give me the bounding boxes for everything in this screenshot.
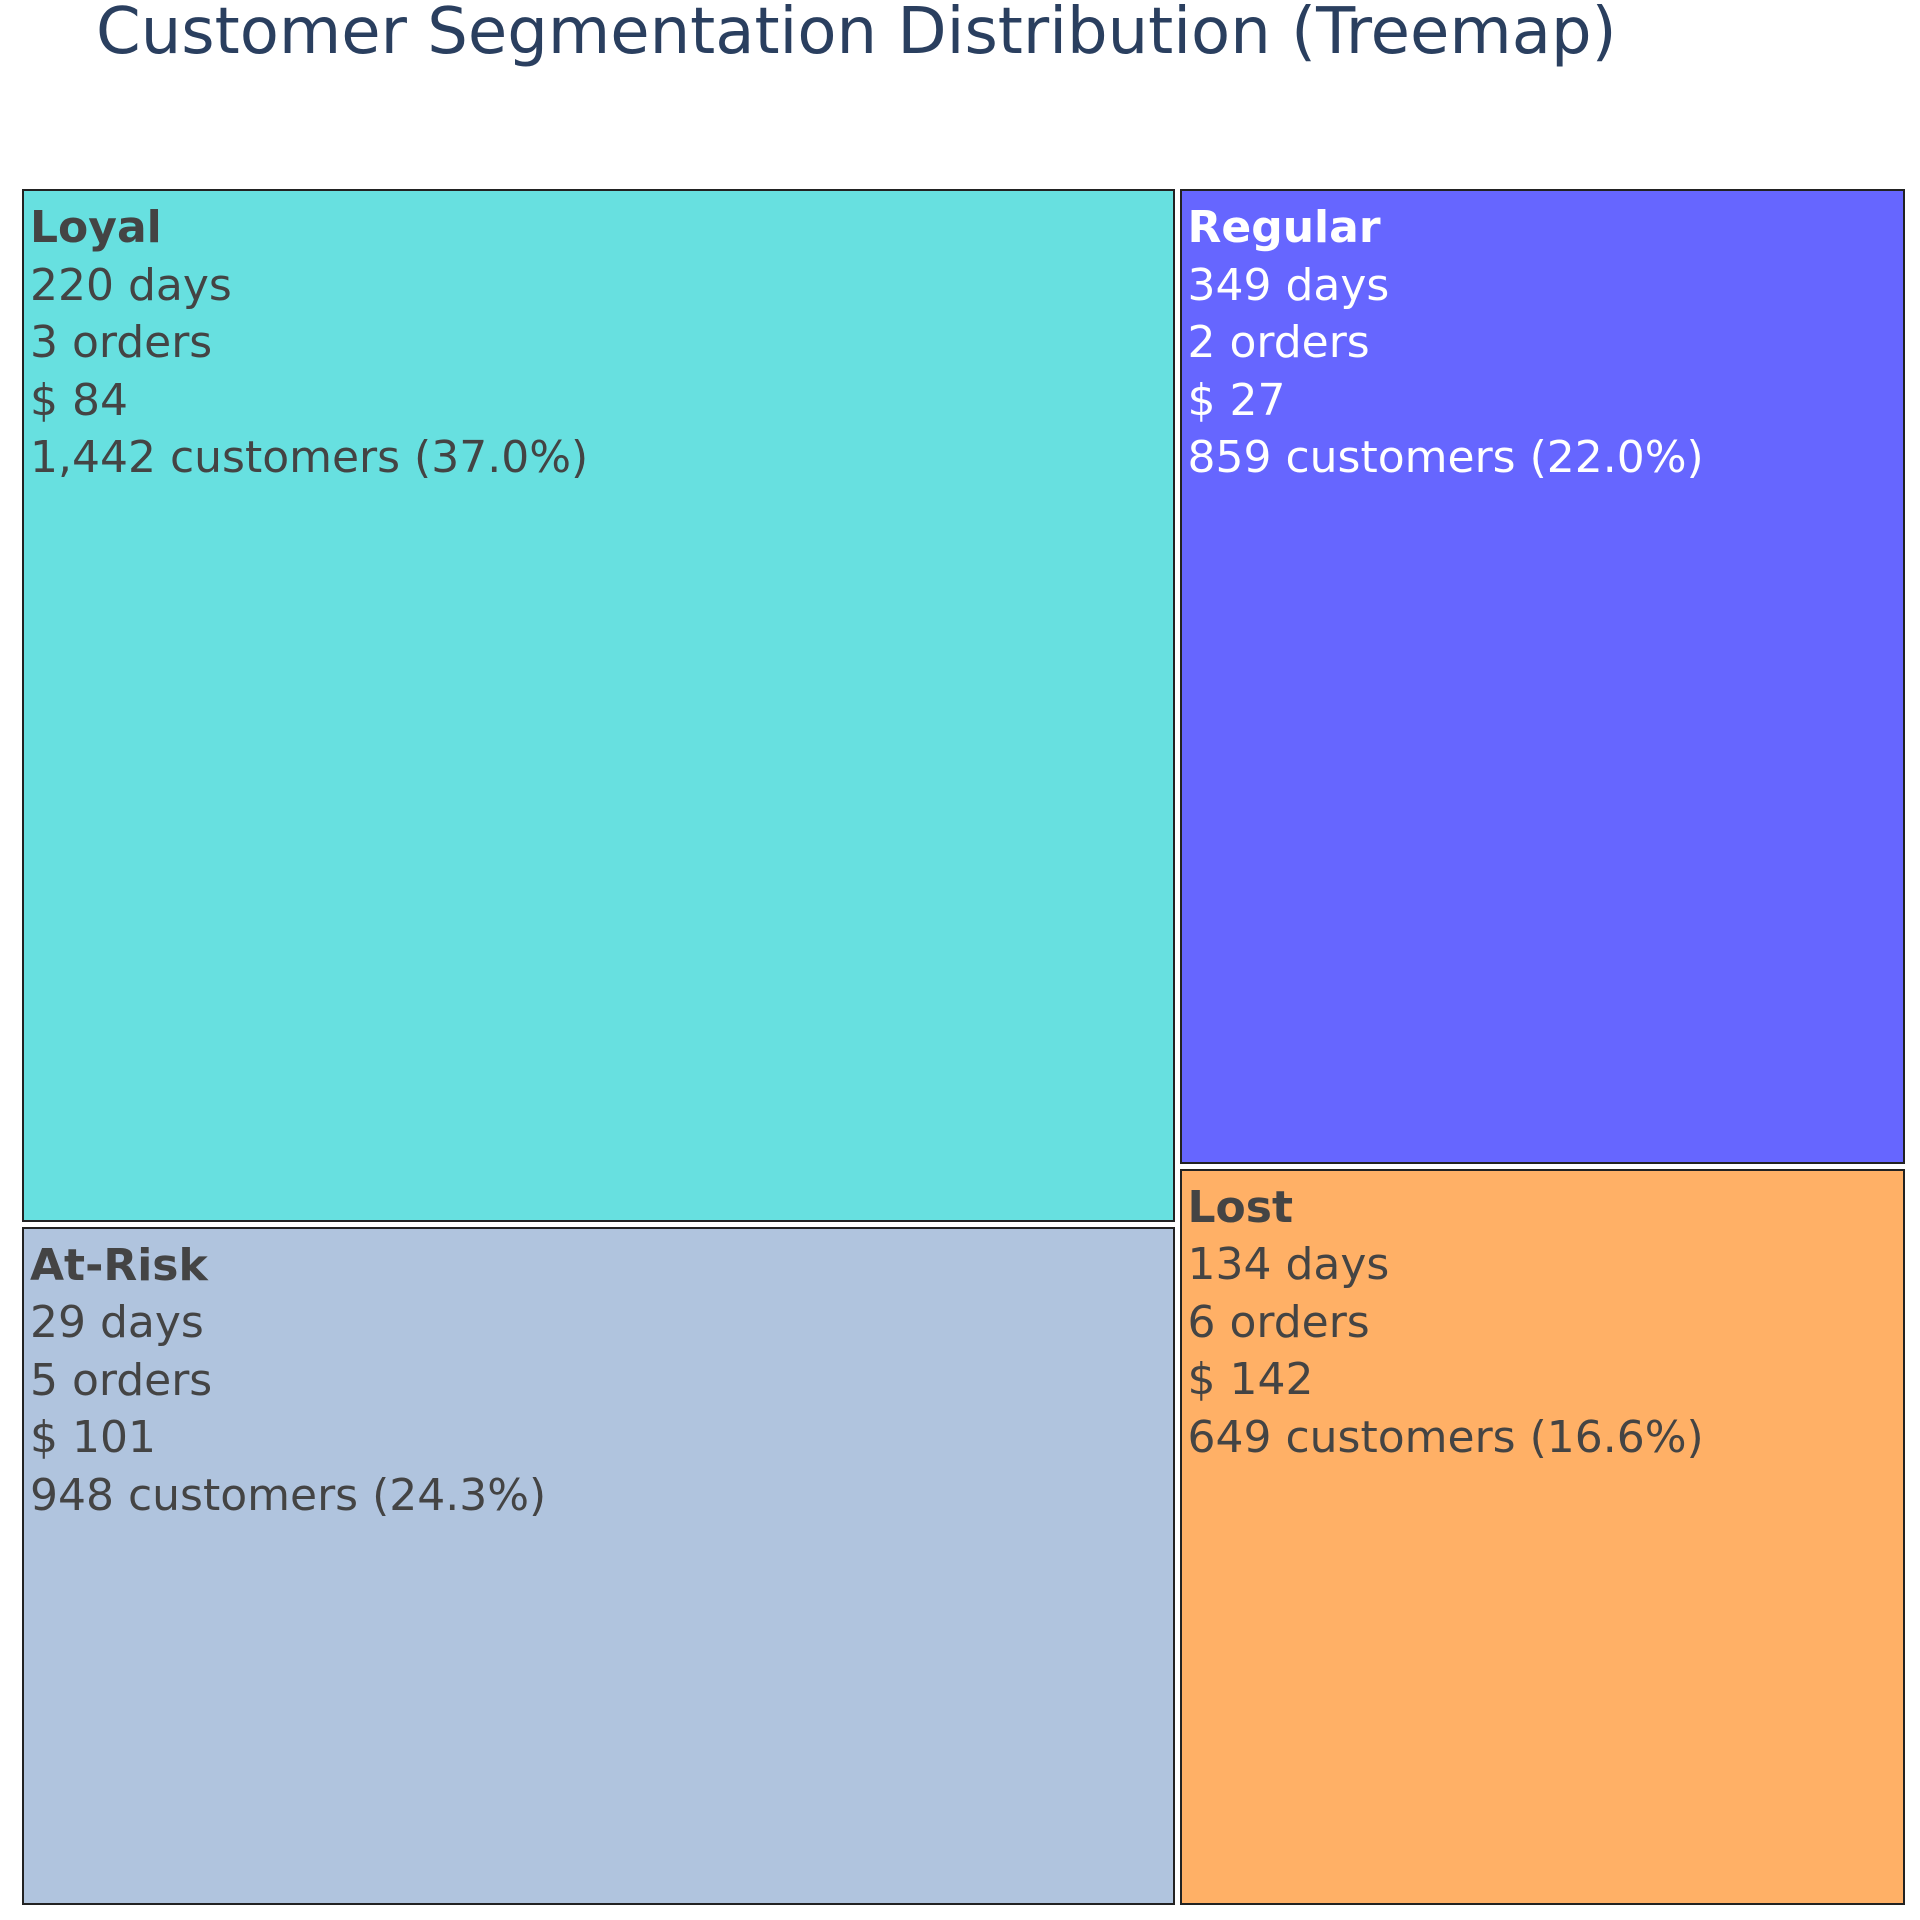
tile-text: At-Risk 29 days 5 orders $ 101 948 customers… bbox=[30, 1237, 546, 1525]
tile-label: At-Risk bbox=[30, 1239, 208, 1291]
treemap-tile-regular[interactable]: Regular 349 days 2 orders $ 27 859 customers… bbox=[1179, 189, 1905, 1164]
tile-monetary: $ 84 bbox=[30, 374, 128, 426]
tile-recency: 220 days bbox=[30, 259, 232, 311]
tile-monetary: $ 101 bbox=[30, 1412, 156, 1463]
tile-customers: 1,442 customers (37.0%) bbox=[30, 432, 589, 483]
tile-recency: 349 days bbox=[1187, 259, 1390, 311]
tile-customers: 649 customers (16.6%) bbox=[1187, 1411, 1704, 1463]
tile-frequency: 6 orders bbox=[1187, 1296, 1370, 1348]
tile-customers: 948 customers (24.3%) bbox=[30, 1469, 547, 1521]
tile-frequency: 5 orders bbox=[30, 1354, 213, 1406]
tile-label: Lost bbox=[1187, 1181, 1294, 1233]
treemap-tile-atrisk[interactable]: At-Risk 29 days 5 orders $ 101 948 customers… bbox=[22, 1226, 1175, 1905]
tile-label: Regular bbox=[1187, 202, 1381, 253]
tile-monetary: $ 142 bbox=[1187, 1354, 1314, 1405]
treemap-tile-lost[interactable]: Lost 134 days 6 orders $ 142 649 customers (… bbox=[1179, 1168, 1905, 1905]
tile-customers: 859 customers (22.0%) bbox=[1187, 432, 1704, 483]
tile-recency: 29 days bbox=[30, 1297, 204, 1348]
chart-title: Customer Segmentation Distribution (Tree… bbox=[96, 0, 1617, 69]
tile-text: Lost 134 days 6 orders $ 142 649 customers (… bbox=[1188, 1179, 1704, 1467]
tile-text: Loyal 220 days 3 orders $ 84 1,442 customers… bbox=[30, 199, 588, 487]
treemap-tile-loyal[interactable]: Loyal 220 days 3 orders $ 84 1,442 customers… bbox=[22, 189, 1175, 1222]
tile-label: Loyal bbox=[30, 202, 162, 253]
tile-recency: 134 days bbox=[1187, 1239, 1390, 1290]
tile-frequency: 2 orders bbox=[1187, 317, 1370, 368]
tile-frequency: 3 orders bbox=[30, 317, 213, 368]
tile-monetary: $ 27 bbox=[1187, 374, 1286, 426]
tile-text: Regular 349 days 2 orders $ 27 859 customers… bbox=[1188, 199, 1704, 487]
